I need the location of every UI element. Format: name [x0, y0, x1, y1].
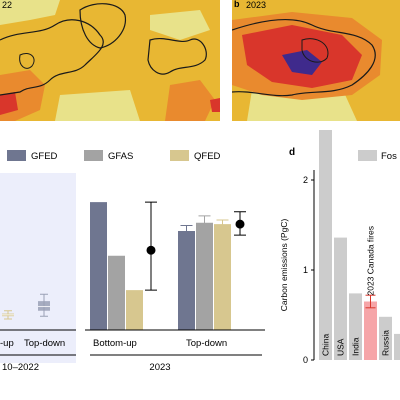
bar-russia — [379, 316, 392, 360]
group-label: 10–2022 — [2, 362, 39, 373]
legend-swatch — [170, 150, 189, 161]
legend-label: Fos — [381, 151, 397, 162]
map-region — [165, 80, 215, 121]
map-region — [282, 50, 322, 75]
map-region — [0, 0, 60, 25]
bar-usa — [334, 237, 347, 360]
box-top-down-box — [38, 301, 50, 311]
bar-india — [349, 293, 362, 360]
legend-swatch — [84, 150, 103, 161]
bar-label: Russia — [381, 330, 391, 356]
coastline-b-bay — [301, 38, 329, 63]
y-tick-label: 0 — [303, 355, 308, 365]
bar-2023-bottom-up-gfed — [90, 202, 107, 330]
subgroup-label: Top-down — [186, 338, 227, 349]
bar-label: USA — [336, 338, 346, 356]
coastline — [0, 19, 104, 96]
mean-point-bottom-up — [146, 245, 156, 255]
legend-label: QFED — [194, 151, 221, 162]
bar-2023-canada-fires — [364, 301, 377, 360]
y-axis-label: Carbon emissions (PgC) — [279, 219, 289, 312]
panel-b-label: b — [234, 0, 240, 9]
legend-label: GFAS — [108, 151, 133, 162]
bar-2023-top-down-qfed — [214, 224, 231, 330]
mean-point-top-down — [235, 219, 245, 229]
map-b — [232, 0, 400, 121]
coastline-greenland — [79, 3, 127, 49]
map-region — [55, 90, 140, 121]
coastline-b — [232, 18, 376, 97]
chart-c: GFED GFAS QFED -up Top-down Bottom-up Top-down… — [0, 150, 265, 373]
coastline-bay — [19, 52, 35, 69]
bar-other — [394, 333, 400, 360]
bar-china — [319, 130, 332, 361]
coastline-europe — [147, 37, 207, 75]
panel-a-caption: 22 — [2, 0, 13, 10]
panel-d-label: d — [289, 147, 295, 158]
bar-2023-top-down-gfas — [196, 222, 213, 330]
subgroup-label: Bottom-up — [93, 338, 137, 349]
panel-b-caption: 2023 — [246, 0, 267, 10]
period-2010-2022-background — [0, 173, 76, 363]
map-a — [0, 0, 220, 121]
subgroup-label: Top-down — [24, 338, 65, 349]
y-tick-label: 1 — [303, 265, 308, 275]
bar-label: India — [351, 337, 361, 356]
map-panel-a: 22 — [0, 0, 220, 121]
group-label: 2023 — [149, 362, 170, 373]
bar-2023-bottom-up-gfas — [108, 255, 125, 330]
bar-2023-top-down-gfed — [178, 231, 195, 330]
bar-label: 2023 Canada fires — [366, 226, 376, 295]
chart-d: dFos0123Carbon emissions (PgC)ChinaUSAIn… — [279, 130, 400, 365]
map-panel-b: b 2023 — [232, 0, 400, 121]
legend-label: GFED — [31, 151, 58, 162]
bar-2023-bottom-up-qfed — [126, 290, 143, 330]
legend-swatch — [358, 150, 377, 161]
subgroup-label: -up — [0, 338, 14, 349]
y-tick-label: 2 — [303, 175, 308, 185]
map-region — [0, 92, 18, 115]
map-region — [150, 10, 210, 40]
bar-label: China — [321, 334, 331, 356]
map-region — [210, 98, 220, 112]
legend-swatch — [7, 150, 26, 161]
